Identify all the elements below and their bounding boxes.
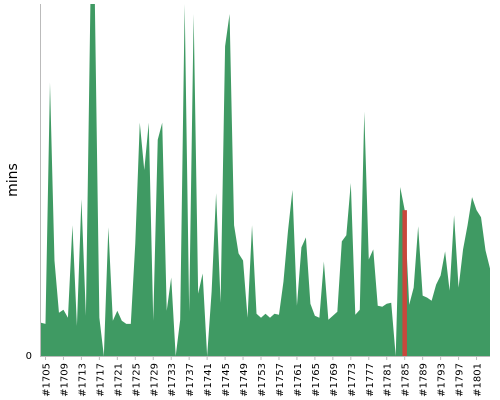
x-tick-label-1713: #1713 <box>77 363 88 397</box>
x-tick-label-1729: #1729 <box>149 363 160 397</box>
x-tick-label-1761: #1761 <box>293 363 304 397</box>
series-area-layer <box>41 4 490 356</box>
x-tick-label-1769: #1769 <box>329 363 340 397</box>
x-tick-label-1757: #1757 <box>275 363 286 397</box>
x-tick-label-1725: #1725 <box>131 363 142 397</box>
x-tick-label-1709: #1709 <box>59 363 70 397</box>
highlight-layer <box>402 210 407 356</box>
x-tick-label-1765: #1765 <box>311 363 322 397</box>
x-tick-label-1721: #1721 <box>113 363 124 397</box>
x-tick-label-1717: #1717 <box>95 363 106 397</box>
y-axis-title: mins <box>5 163 21 197</box>
series-area <box>41 4 490 356</box>
x-tick-label-1737: #1737 <box>185 363 196 397</box>
x-tick-label-1801: #1801 <box>473 363 484 397</box>
x-tick-label-1785: #1785 <box>401 363 412 397</box>
x-tick-label-1753: #1753 <box>257 363 268 397</box>
x-tick-label-1773: #1773 <box>347 363 358 397</box>
x-tick-label-1781: #1781 <box>383 363 394 397</box>
x-tick-label-1745: #1745 <box>221 363 232 397</box>
x-tick-label-1789: #1789 <box>419 363 430 397</box>
x-tick-layer: #1705 #1709 #1713 #1717 #1721 #1725 #1729 #1733… <box>41 356 484 397</box>
x-tick-label-1705: #1705 <box>41 363 52 397</box>
x-tick-label-1733: #1733 <box>167 363 178 397</box>
x-tick-label-1741: #1741 <box>203 363 214 397</box>
y-tick-label-0: 0 <box>26 351 32 362</box>
x-tick-label-1793: #1793 <box>437 363 448 397</box>
x-tick-label-1749: #1749 <box>239 363 250 397</box>
x-tick-label-1797: #1797 <box>455 363 466 397</box>
highlight-bar-1785[interactable] <box>402 210 407 356</box>
x-tick-label-1777: #1777 <box>365 363 376 397</box>
